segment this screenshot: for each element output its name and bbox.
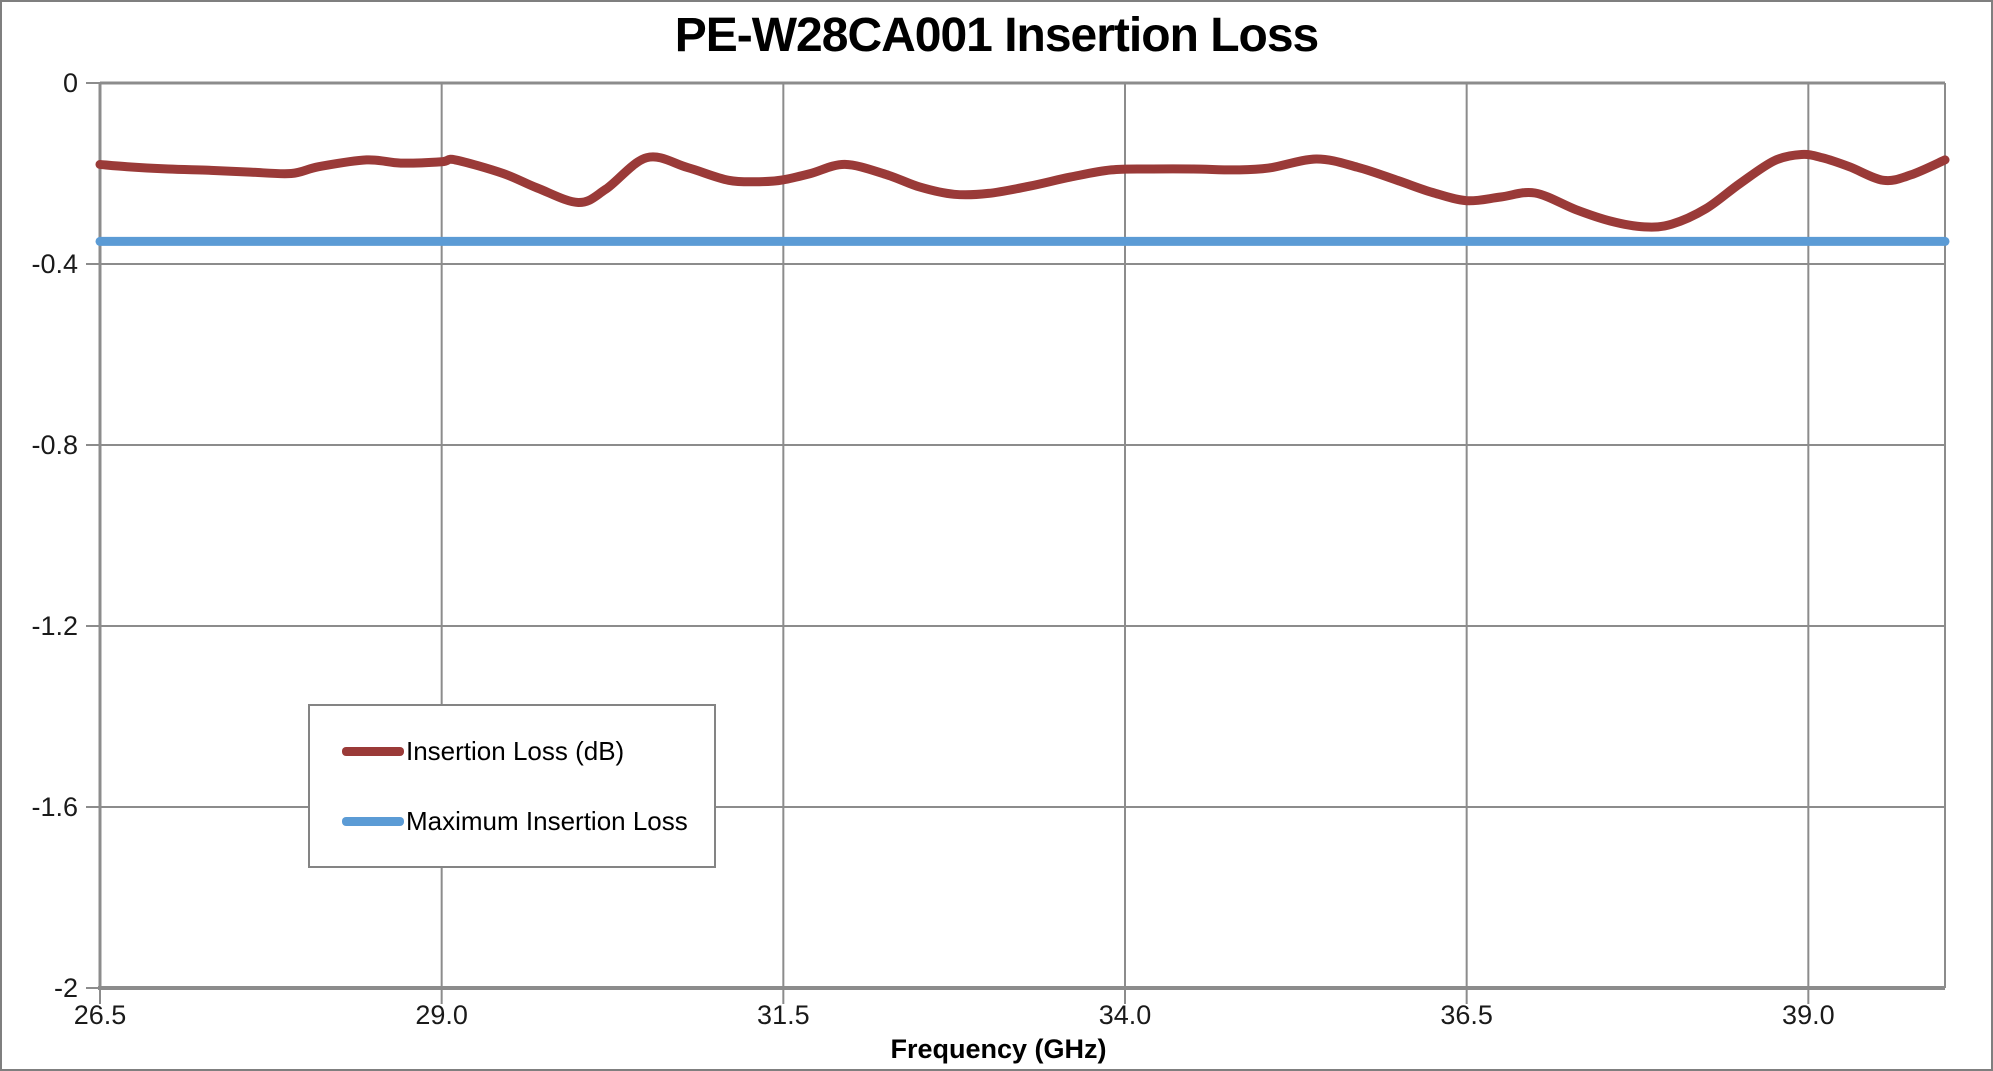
legend-swatch-max-insertion-loss — [342, 816, 404, 826]
x-axis-title: Frequency (GHz) — [890, 1034, 1107, 1064]
y-tick-label: -0.8 — [31, 430, 78, 460]
legend-swatch-insertion-loss — [342, 746, 404, 756]
x-tick-label: 36.5 — [1440, 1000, 1493, 1030]
y-tick-label: -0.4 — [31, 249, 78, 279]
legend-label-insertion-loss: Insertion Loss (dB) — [406, 735, 625, 766]
chart-title: PE-W28CA001 Insertion Loss — [674, 9, 1320, 62]
y-tick-label: -1.2 — [31, 611, 78, 641]
legend-item-max-insertion-loss: Maximum Insertion Loss — [342, 806, 714, 837]
x-tick-label: 26.5 — [74, 1000, 127, 1030]
legend: Insertion Loss (dB) Maximum Insertion Lo… — [308, 704, 716, 868]
legend-label-max-insertion-loss: Maximum Insertion Loss — [406, 805, 688, 836]
y-tick-label: 0 — [63, 68, 78, 98]
x-tick-label: 31.5 — [757, 1000, 810, 1030]
legend-item-insertion-loss: Insertion Loss (dB) — [342, 736, 714, 767]
y-tick-label: -1.6 — [31, 792, 78, 822]
x-tick-label: 34.0 — [1099, 1000, 1152, 1030]
y-tick-label: -2 — [54, 973, 78, 1003]
series-insertion-loss-db — [95, 149, 1950, 232]
x-tick-label: 39.0 — [1782, 1000, 1835, 1030]
x-tick-label: 29.0 — [415, 1000, 468, 1030]
